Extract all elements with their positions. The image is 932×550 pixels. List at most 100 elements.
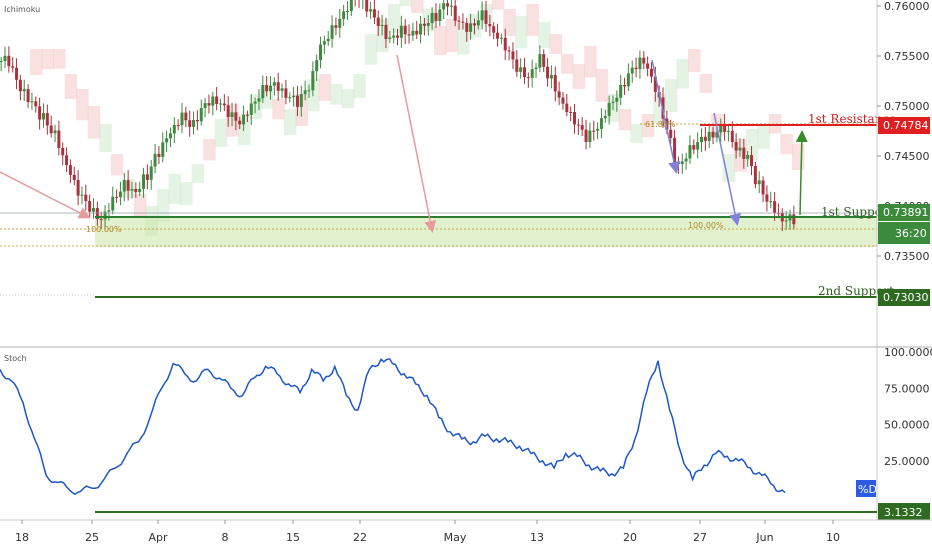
candle-body — [88, 200, 92, 212]
cloud-segment — [53, 49, 66, 69]
stoch-tag-d-bg — [856, 480, 876, 497]
candle-body — [576, 124, 580, 126]
candle-body — [596, 128, 600, 131]
candle-body — [407, 34, 411, 36]
candle-body — [426, 22, 430, 26]
candle-body — [711, 131, 715, 138]
ichimoku-label: Ichimoku — [4, 5, 40, 14]
candle-body — [384, 24, 388, 39]
candle-body — [103, 211, 107, 220]
candle-body — [176, 124, 180, 126]
candle-body — [49, 125, 53, 134]
candle-body — [753, 166, 757, 185]
candle-body — [411, 30, 415, 36]
candle-body — [534, 67, 538, 70]
candle-body — [107, 210, 111, 212]
candle-body — [549, 75, 553, 79]
candle-body — [95, 208, 99, 220]
stoch-axis[interactable]: 100.0000 75.0000 50.0000 25.0000 — [884, 346, 932, 468]
candle-body — [784, 220, 788, 222]
cloud-segment — [180, 182, 193, 206]
cloud-segment — [595, 69, 609, 102]
cloud-segment — [768, 114, 782, 134]
candle-body — [330, 25, 334, 39]
candle-body — [222, 103, 226, 106]
cloud-segment — [664, 79, 678, 112]
candle-body — [322, 41, 326, 45]
candle-body — [522, 67, 526, 78]
candle-body — [396, 35, 399, 38]
cloud-segment — [30, 49, 43, 75]
candle-body — [665, 118, 669, 130]
candle-body — [692, 145, 696, 150]
candle-body — [715, 132, 719, 138]
candle-body — [76, 179, 80, 196]
candle-body — [11, 66, 15, 68]
cloud-segment — [699, 74, 713, 94]
cloud-segment — [780, 134, 793, 155]
candle-body — [469, 23, 473, 32]
candle-body — [719, 123, 723, 133]
time-tick-label: May — [444, 531, 467, 544]
candle-body — [515, 59, 519, 72]
candle-body — [242, 114, 246, 125]
cloud-segment — [641, 114, 655, 138]
candle-body — [145, 174, 149, 180]
time-tick-label: 22 — [353, 531, 367, 544]
candle-body — [142, 174, 146, 189]
candle-body — [326, 38, 330, 42]
candle-body — [626, 73, 630, 87]
candle-body — [122, 180, 126, 192]
candle-body — [161, 142, 165, 157]
price-tick-label: 0.75000 — [884, 100, 930, 113]
cloud-segment — [99, 124, 112, 152]
cloud-segment — [503, 9, 516, 37]
candle-body — [334, 25, 338, 28]
fib-100-label-right: 100.00% — [688, 221, 724, 230]
candle-body — [65, 155, 69, 166]
candle-body — [292, 95, 296, 98]
candle-body — [26, 89, 30, 103]
candle-body — [61, 147, 65, 156]
candle-body — [588, 130, 592, 142]
cloud-segment — [87, 106, 101, 139]
cloud-segment — [630, 124, 643, 144]
fib-618-label: 61.80% — [645, 120, 676, 129]
cloud-segment — [64, 74, 78, 100]
candle-body — [465, 22, 469, 32]
candle-body — [734, 142, 738, 151]
candle-body — [34, 101, 38, 107]
candle-body — [676, 162, 680, 164]
candle-body — [53, 130, 57, 134]
candle-body — [619, 85, 623, 98]
candle-body — [453, 5, 457, 21]
candle-body — [134, 188, 138, 193]
support-label: 1st Support — [821, 205, 893, 219]
candle-body — [553, 75, 557, 92]
resistance-tag-bg — [878, 117, 930, 134]
candle-body — [419, 23, 423, 35]
candle-body — [342, 11, 346, 19]
candle-body — [742, 147, 746, 159]
candle-body — [673, 137, 677, 163]
candle-body — [257, 98, 261, 102]
time-tick-label: Jun — [755, 531, 773, 544]
cloud-segment — [214, 119, 228, 148]
time-tick-label: 13 — [530, 531, 544, 544]
candle-body — [218, 103, 222, 105]
candle-body — [315, 60, 319, 72]
support-tag: 0.73891 — [883, 206, 929, 219]
candle-body — [403, 25, 407, 35]
candle-body — [180, 112, 184, 125]
candle-body — [15, 67, 19, 80]
candle-body — [761, 180, 765, 195]
candle-body — [253, 101, 257, 104]
time-tick-label: 15 — [286, 531, 300, 544]
cloud-segment — [168, 174, 182, 204]
arrow-pink-mid — [396, 54, 437, 233]
time-axis[interactable]: 18 25 Apr 8 15 22 May 13 20 27 Jun 10 — [15, 520, 840, 544]
cloud-segment — [318, 74, 332, 101]
candle-body — [611, 101, 615, 103]
candle-body — [484, 10, 488, 24]
